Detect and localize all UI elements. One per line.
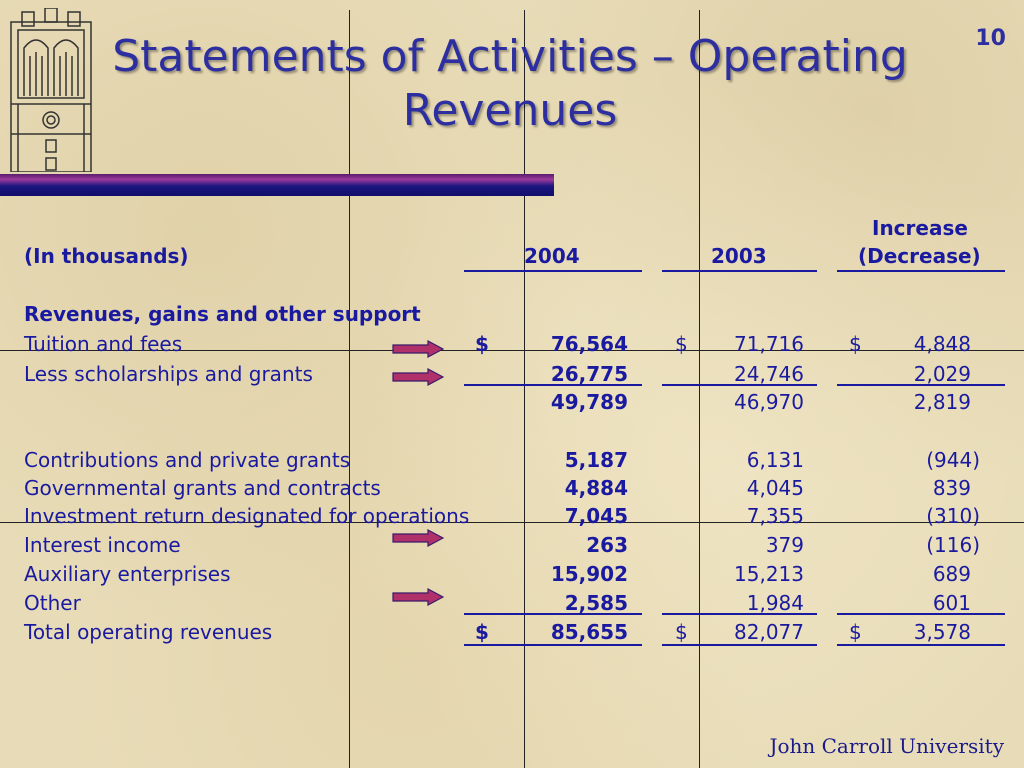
value-2003: 4,045 xyxy=(746,476,804,500)
value-2003: 379 xyxy=(765,533,804,557)
header-2004: 2004 xyxy=(524,244,580,268)
page-title: Statements of Activities – Operating Rev… xyxy=(100,30,920,138)
arrow-right-icon xyxy=(392,529,444,547)
value-2003: 1,984 xyxy=(746,591,804,615)
page-title-line-1: Statements of Activities – Operating xyxy=(112,31,908,82)
total-underline-change xyxy=(837,644,1005,646)
section-heading: Revenues, gains and other support xyxy=(24,302,421,326)
value-2004: 49,789 xyxy=(550,390,628,414)
table-row: 49,789 46,970 2,819 xyxy=(0,388,1024,416)
subtotal-underline-2004 xyxy=(464,384,642,386)
value-2003: 6,131 xyxy=(746,448,804,472)
value-change: (310) xyxy=(926,504,980,528)
header-underline-2003 xyxy=(662,270,817,272)
value-2004: 15,902 xyxy=(550,562,628,586)
value-change: (944) xyxy=(926,448,980,472)
row-label: Auxiliary enterprises xyxy=(24,562,231,586)
currency-symbol: $ xyxy=(849,620,862,644)
header-underline-change xyxy=(837,270,1005,272)
value-change: 2,029 xyxy=(913,362,971,386)
horizontal-guide-line xyxy=(0,522,1024,523)
table-row: Governmental grants and contracts 4,884 … xyxy=(0,474,1024,502)
value-change: 3,578 xyxy=(913,620,971,644)
value-2003: 46,970 xyxy=(734,390,804,414)
value-2003: 7,355 xyxy=(746,504,804,528)
value-2004: 76,564 xyxy=(550,332,628,356)
units-label: (In thousands) xyxy=(24,244,189,268)
value-2004: 7,045 xyxy=(564,504,628,528)
value-2004: 2,585 xyxy=(564,591,628,615)
currency-symbol: $ xyxy=(475,620,489,644)
value-2003: 82,077 xyxy=(734,620,804,644)
total-overline-change xyxy=(837,613,1005,615)
currency-symbol: $ xyxy=(675,620,688,644)
table-row: Less scholarships and grants 26,775 24,7… xyxy=(0,360,1024,388)
value-2003: 15,213 xyxy=(734,562,804,586)
value-change: 2,819 xyxy=(913,390,971,414)
value-2003: 71,716 xyxy=(734,332,804,356)
total-overline-2003 xyxy=(662,613,817,615)
total-underline-2004 xyxy=(464,644,642,646)
header-2003: 2003 xyxy=(711,244,767,268)
value-2003: 24,746 xyxy=(734,362,804,386)
row-label: Total operating revenues xyxy=(24,620,273,644)
footer-university-name: John Carroll University xyxy=(769,734,1004,758)
value-change: (116) xyxy=(926,533,980,557)
table-row: Total operating revenues $ 85,655 $ 82,0… xyxy=(0,618,1024,646)
table-row: Contributions and private grants 5,187 6… xyxy=(0,446,1024,474)
vertical-guide-line xyxy=(349,10,350,768)
value-2004: 26,775 xyxy=(550,362,628,386)
currency-symbol: $ xyxy=(849,332,862,356)
horizontal-guide-line xyxy=(0,350,1024,351)
value-change: 4,848 xyxy=(913,332,971,356)
arrow-right-icon xyxy=(392,368,444,386)
arrow-right-icon xyxy=(392,588,444,606)
row-label: Contributions and private grants xyxy=(24,448,351,472)
value-change: 689 xyxy=(932,562,971,586)
arrow-right-icon xyxy=(392,340,444,358)
row-label: Governmental grants and contracts xyxy=(24,476,381,500)
value-change: 839 xyxy=(932,476,971,500)
header-underline-2004 xyxy=(464,270,642,272)
row-label: Interest income xyxy=(24,533,181,557)
row-label: Less scholarships and grants xyxy=(24,362,313,386)
total-overline-2004 xyxy=(464,613,642,615)
row-label: Tuition and fees xyxy=(24,332,183,356)
total-underline-2003 xyxy=(662,644,817,646)
value-2004: 85,655 xyxy=(550,620,628,644)
tower-logo-icon xyxy=(8,7,94,173)
value-2004: 5,187 xyxy=(564,448,628,472)
table-row: Investment return designated for operati… xyxy=(0,502,1024,530)
currency-symbol: $ xyxy=(475,332,489,356)
table-row: Interest income 263 379 (116) xyxy=(0,531,1024,559)
table-row: Tuition and fees $ 76,564 $ 71,716 $ 4,8… xyxy=(0,330,1024,358)
vertical-guide-line xyxy=(524,10,525,768)
subtotal-underline-change xyxy=(837,384,1005,386)
row-label: Other xyxy=(24,591,81,615)
title-underline-band xyxy=(0,174,554,196)
page-number: 10 xyxy=(975,26,1006,51)
value-2004: 4,884 xyxy=(564,476,628,500)
value-change: 601 xyxy=(932,591,971,615)
table-row: Other 2,585 1,984 601 xyxy=(0,589,1024,617)
header-increase: Increase xyxy=(872,216,968,240)
page-title-line-2: Revenues xyxy=(402,85,618,136)
row-label: Investment return designated for operati… xyxy=(24,504,470,528)
table-row: Auxiliary enterprises 15,902 15,213 689 xyxy=(0,560,1024,588)
header-decrease: (Decrease) xyxy=(858,244,981,268)
currency-symbol: $ xyxy=(675,332,688,356)
value-2004: 263 xyxy=(586,533,628,557)
vertical-guide-line xyxy=(699,10,700,768)
subtotal-underline-2003 xyxy=(662,384,817,386)
